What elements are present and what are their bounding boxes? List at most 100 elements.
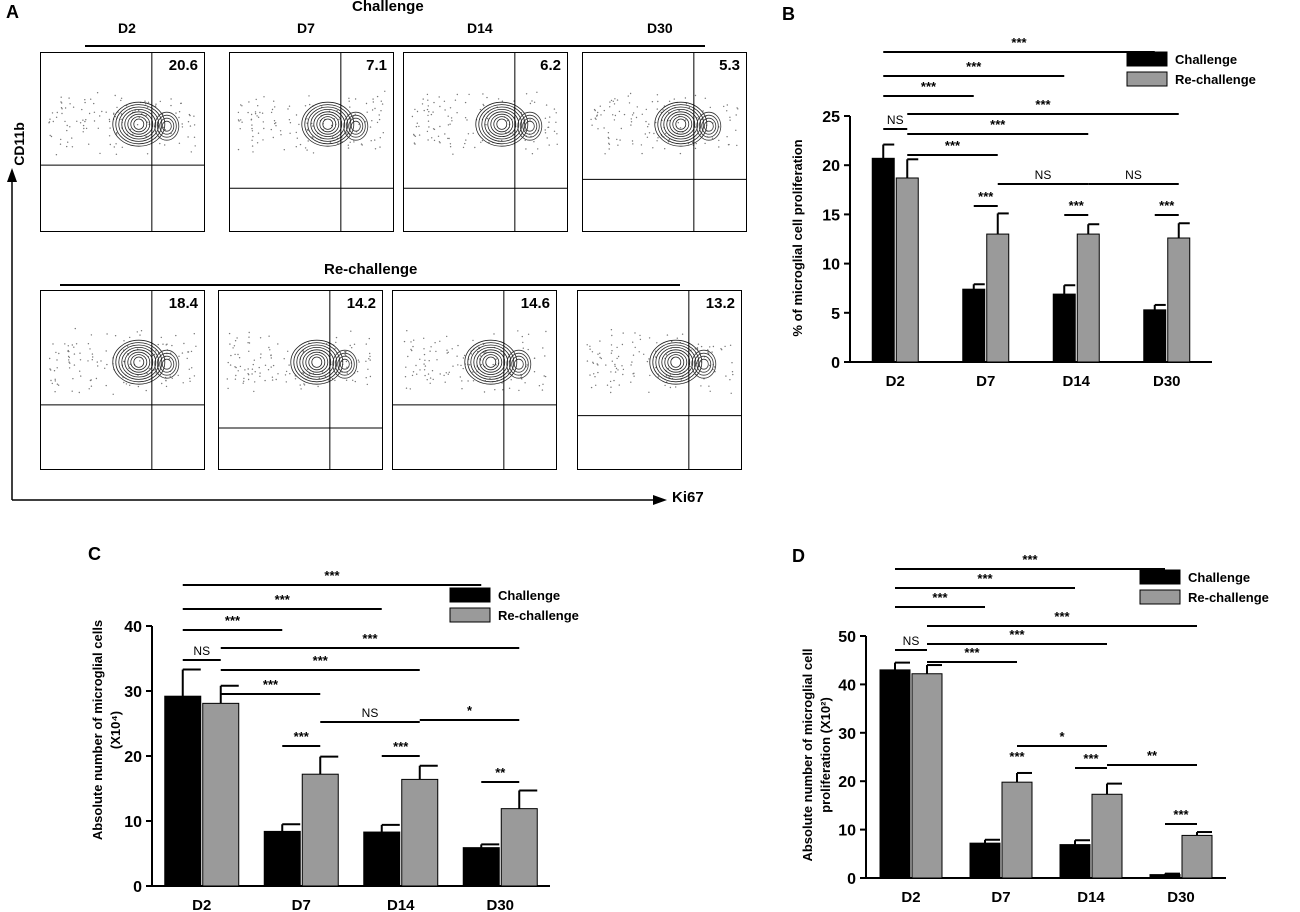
flow-event-dot (694, 147, 697, 150)
flow-event-dot (467, 380, 469, 382)
flow-event-dot (285, 370, 288, 373)
flow-plot-graphics (41, 291, 204, 469)
flow-contour-ring (669, 113, 693, 135)
flow-event-dot (614, 371, 617, 373)
flow-event-dot (721, 349, 723, 351)
flow-event-dot (374, 148, 377, 150)
flow-event-dot (68, 350, 70, 353)
flow-event-dot (376, 95, 379, 98)
flow-contour-ring (693, 352, 714, 376)
flow-event-dot (346, 366, 348, 368)
flow-event-dot (508, 387, 511, 389)
flow-event-dot (428, 111, 430, 113)
flow-event-dot (283, 149, 285, 151)
flow-contour-ring (658, 346, 694, 378)
flow-event-dot (253, 390, 255, 393)
flow-event-dot (548, 121, 550, 123)
flow-event-dot (709, 106, 711, 109)
flow-event-dot (482, 103, 484, 106)
flow-event-dot (248, 331, 250, 334)
flow-event-dot (336, 110, 338, 112)
flow-event-dot (590, 386, 593, 389)
flow-event-dot (718, 139, 720, 142)
flow-event-dot (544, 375, 547, 378)
flow-plot-rechallenge-d30: 13.2 (577, 290, 742, 470)
flow-event-dot (288, 119, 291, 121)
flow-event-dot (308, 95, 310, 97)
flow-event-dot (164, 129, 166, 131)
flow-event-dot (444, 133, 446, 135)
flow-event-dot (456, 93, 458, 96)
flow-event-dot (353, 343, 356, 345)
flow-event-dot (234, 378, 237, 380)
significance-label: *** (1022, 552, 1038, 567)
flow-event-dot (594, 376, 596, 378)
x-category-label: D14 (1062, 373, 1090, 390)
flow-event-dot (90, 98, 92, 100)
flow-event-dot (449, 123, 451, 125)
flow-event-dot (306, 368, 309, 370)
flow-event-dot (58, 352, 60, 355)
flow-event-dot (527, 348, 529, 351)
y-tick-label: 20 (838, 774, 856, 791)
flow-event-dot (726, 110, 728, 112)
flow-event-dot (306, 118, 308, 120)
y-tick-label: 50 (838, 629, 856, 646)
flow-event-dot (536, 91, 538, 93)
flow-event-dot (263, 96, 265, 98)
flow-event-dot (433, 139, 436, 142)
flow-contour-ring (519, 114, 540, 138)
flow-event-dot (505, 131, 507, 134)
flow-event-dot (429, 382, 431, 384)
flow-event-dot (55, 351, 57, 354)
flow-event-dot (239, 128, 241, 130)
flow-event-dot (622, 373, 624, 376)
flow-event-dot (411, 115, 414, 118)
flow-event-dot (526, 364, 528, 366)
flow-event-dot (639, 334, 641, 337)
flow-event-dot (468, 364, 471, 366)
flow-event-dot (411, 374, 414, 377)
flow-event-dot (187, 121, 190, 123)
flow-event-dot (653, 132, 655, 135)
flow-contour-ring (159, 117, 175, 135)
flow-event-dot (306, 128, 308, 131)
flow-event-dot (88, 112, 91, 115)
flow-event-dot (731, 371, 734, 373)
flow-column-label: D2 (118, 20, 136, 36)
flow-contour-ring (343, 111, 369, 141)
flow-event-dot (522, 341, 524, 344)
flow-event-dot (50, 379, 52, 382)
flow-event-dot (688, 106, 691, 108)
legend-label: Re-challenge (498, 608, 579, 623)
flow-event-dot (621, 343, 624, 346)
flow-event-dot (427, 105, 429, 107)
bar-re-challenge (1076, 233, 1100, 363)
flow-event-dot (597, 353, 599, 355)
flow-event-dot (427, 120, 430, 122)
flow-event-dot (548, 144, 550, 146)
flow-event-dot (656, 342, 658, 344)
flow-event-dot (407, 355, 409, 358)
flow-event-dot (630, 121, 633, 123)
flow-event-dot (85, 119, 87, 121)
flow-event-dot (114, 94, 116, 97)
flow-event-dot (404, 376, 407, 378)
flow-event-dot (234, 353, 236, 356)
flow-event-dot (525, 93, 528, 95)
flow-event-dot (255, 98, 257, 101)
flow-event-dot (251, 368, 254, 370)
flow-event-dot (84, 101, 86, 104)
flow-event-dot (252, 363, 254, 366)
flow-contour-ring (161, 120, 172, 132)
flow-event-dot (409, 388, 411, 390)
flow-event-dot (632, 373, 634, 375)
flow-event-dot (272, 364, 275, 367)
flow-event-dot (229, 343, 231, 345)
flow-event-dot (669, 374, 672, 376)
flow-event-dot (589, 345, 591, 347)
y-axis-label-line: Absolute number of microglial cells (90, 620, 105, 840)
flow-event-dot (365, 360, 367, 362)
flow-event-dot (429, 377, 432, 379)
flow-event-dot (369, 352, 371, 355)
